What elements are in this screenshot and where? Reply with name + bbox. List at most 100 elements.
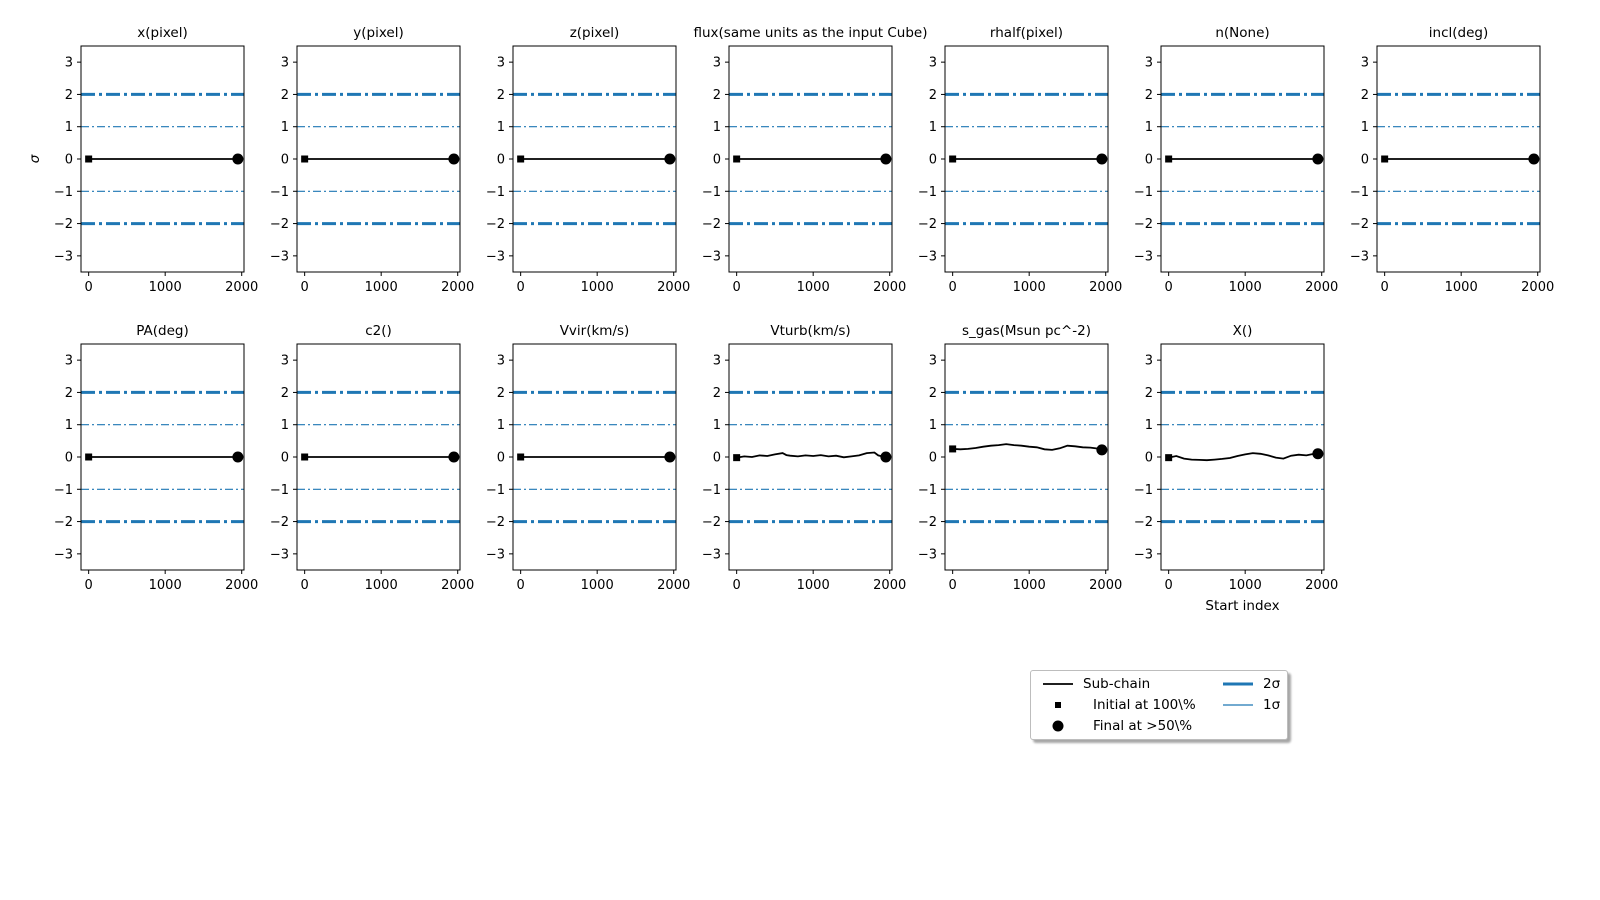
x-tick-label: 0 bbox=[1165, 578, 1173, 593]
y-tick-label: 0 bbox=[281, 153, 289, 168]
legend-line-icon bbox=[1041, 674, 1075, 694]
y-tick-label: 3 bbox=[1145, 354, 1153, 369]
y-tick-label: −2 bbox=[918, 217, 937, 232]
x-tick-label: 1000 bbox=[1013, 578, 1046, 593]
y-tick-label: 2 bbox=[281, 88, 289, 103]
y-tick-label: −1 bbox=[1350, 185, 1369, 200]
y-tick-label: −1 bbox=[486, 185, 505, 200]
panel-title: y(pixel) bbox=[353, 25, 403, 41]
y-tick-label: 1 bbox=[497, 120, 505, 135]
x-tick-label: 2000 bbox=[441, 578, 474, 593]
y-tick-label: −1 bbox=[486, 483, 505, 498]
panel-title: s_gas(Msun pc^-2) bbox=[962, 323, 1091, 339]
axes-frame bbox=[1160, 343, 1325, 571]
y-tick-label: 0 bbox=[497, 451, 505, 466]
legend-label-initial: Initial at 100\% bbox=[1093, 697, 1196, 713]
panel-title: n(None) bbox=[1215, 25, 1269, 41]
legend: Sub-chain Initial at 100\% Final at >50\… bbox=[1030, 670, 1288, 740]
y-tick-label: −3 bbox=[270, 249, 289, 264]
y-tick-label: −1 bbox=[270, 185, 289, 200]
y-tick-label: 3 bbox=[929, 354, 937, 369]
y-tick-label: 1 bbox=[65, 418, 73, 433]
final-marker bbox=[1312, 153, 1324, 165]
y-tick-label: −3 bbox=[486, 249, 505, 264]
y-tick-label: 0 bbox=[929, 153, 937, 168]
y-tick-label: 2 bbox=[713, 386, 721, 401]
x-tick-label: 1000 bbox=[149, 578, 182, 593]
y-tick-label: −1 bbox=[918, 483, 937, 498]
x-tick-label: 2000 bbox=[225, 578, 258, 593]
y-tick-label: 3 bbox=[713, 354, 721, 369]
final-marker bbox=[1096, 153, 1108, 165]
y-tick-label: 2 bbox=[497, 88, 505, 103]
y-tick-label: 3 bbox=[281, 354, 289, 369]
final-marker bbox=[664, 451, 676, 463]
x-tick-label: 0 bbox=[1381, 280, 1389, 295]
y-tick-label: −2 bbox=[54, 515, 73, 530]
x-tick-label: 0 bbox=[517, 578, 525, 593]
subplot-panel: z(pixel) −3 −2 −1 0 1 2 3 0 1000 2000 bbox=[486, 25, 690, 295]
y-tick-label: −3 bbox=[270, 547, 289, 562]
y-tick-label: 2 bbox=[929, 88, 937, 103]
x-tick-label: 0 bbox=[85, 280, 93, 295]
x-tick-label: 2000 bbox=[1089, 280, 1122, 295]
x-tick-label: 2000 bbox=[225, 280, 258, 295]
x-axis-label: Start index bbox=[1205, 598, 1279, 614]
final-marker bbox=[1312, 448, 1324, 460]
y-tick-label: 0 bbox=[1145, 451, 1153, 466]
x-tick-label: 1000 bbox=[797, 578, 830, 593]
x-tick-label: 1000 bbox=[581, 578, 614, 593]
y-tick-label: −2 bbox=[702, 515, 721, 530]
y-tick-label: −3 bbox=[1134, 547, 1153, 562]
initial-marker bbox=[1165, 155, 1173, 163]
subplot-panel: c2() −3 −2 −1 0 1 2 3 0 1000 2000 bbox=[270, 323, 474, 593]
panel-title: rhalf(pixel) bbox=[990, 25, 1063, 41]
y-tick-label: 2 bbox=[65, 88, 73, 103]
subchain-line bbox=[1168, 452, 1318, 462]
initial-marker bbox=[949, 445, 957, 453]
y-tick-label: −3 bbox=[918, 249, 937, 264]
y-tick-label: 1 bbox=[713, 120, 721, 135]
y-tick-label: −2 bbox=[1350, 217, 1369, 232]
y-tick-label: −2 bbox=[270, 515, 289, 530]
x-tick-label: 1000 bbox=[149, 280, 182, 295]
y-tick-label: 1 bbox=[281, 418, 289, 433]
y-tick-label: −1 bbox=[54, 483, 73, 498]
panel-title: flux(same units as the input Cube) bbox=[693, 25, 927, 41]
x-tick-label: 0 bbox=[733, 578, 741, 593]
y-tick-label: 3 bbox=[1145, 56, 1153, 71]
legend-square-icon bbox=[1041, 695, 1075, 715]
final-marker bbox=[232, 451, 244, 463]
x-tick-label: 0 bbox=[301, 280, 309, 295]
panel-title: PA(deg) bbox=[136, 323, 189, 339]
subplot-panel: rhalf(pixel) −3 −2 −1 0 1 2 3 0 1000 2000 bbox=[918, 25, 1122, 295]
y-tick-label: 2 bbox=[713, 88, 721, 103]
x-tick-label: 2000 bbox=[1305, 280, 1338, 295]
panel-title: Vturb(km/s) bbox=[770, 323, 850, 339]
initial-marker bbox=[733, 155, 741, 163]
y-tick-label: 2 bbox=[65, 386, 73, 401]
x-tick-label: 1000 bbox=[1229, 578, 1262, 593]
y-tick-label: 3 bbox=[929, 56, 937, 71]
final-marker bbox=[448, 153, 460, 165]
x-tick-label: 1000 bbox=[365, 578, 398, 593]
y-tick-label: 1 bbox=[65, 120, 73, 135]
y-tick-label: −2 bbox=[486, 217, 505, 232]
y-tick-label: −2 bbox=[702, 217, 721, 232]
y-tick-label: −3 bbox=[702, 547, 721, 562]
panel-title: X() bbox=[1233, 323, 1253, 339]
x-tick-label: 2000 bbox=[873, 280, 906, 295]
y-tick-label: −3 bbox=[54, 547, 73, 562]
panel-title: z(pixel) bbox=[570, 25, 620, 41]
legend-label-final: Final at >50\% bbox=[1093, 718, 1193, 734]
subplot-panel: X() −3 −2 −1 0 1 2 3 0 1000 2000 Start index bbox=[1134, 323, 1338, 614]
y-tick-label: 2 bbox=[929, 386, 937, 401]
y-tick-label: −1 bbox=[918, 185, 937, 200]
subplot-panel: x(pixel) −3 −2 −1 0 1 2 3 0 1000 2000 σ bbox=[27, 25, 258, 295]
x-tick-label: 1000 bbox=[797, 280, 830, 295]
y-axis-label: σ bbox=[27, 154, 43, 163]
legend-label-1sigma: 1σ bbox=[1263, 697, 1281, 713]
y-tick-label: −3 bbox=[702, 249, 721, 264]
x-tick-label: 1000 bbox=[581, 280, 614, 295]
x-tick-label: 2000 bbox=[1089, 578, 1122, 593]
